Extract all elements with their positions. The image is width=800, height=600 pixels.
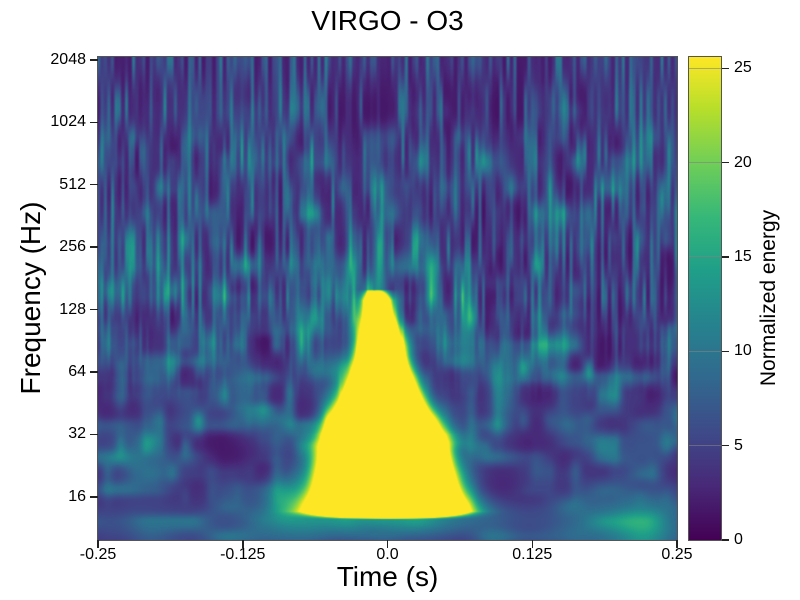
colorbar-tick-mark xyxy=(722,161,729,164)
y-tick-mark xyxy=(90,308,98,311)
spectrogram-canvas xyxy=(98,57,677,540)
x-axis-label: Time (s) xyxy=(336,561,439,592)
y-tick-label: 64 xyxy=(68,362,86,380)
y-tick-mark xyxy=(90,183,98,186)
x-tick-label: -0.25 xyxy=(79,546,117,563)
y-tick-mark xyxy=(90,121,98,124)
colorbar-tick-label: 25 xyxy=(734,59,752,77)
x-tick-mark xyxy=(676,540,678,548)
x-tick-label: 0.25 xyxy=(661,546,693,563)
colorbar-tick-mark xyxy=(722,67,729,70)
colorbar-tick-label: 5 xyxy=(734,436,743,454)
x-tick-label: 0.0 xyxy=(376,546,399,563)
y-tick-mark xyxy=(90,246,98,248)
colorbar-gridline xyxy=(689,162,721,164)
y-tick-label: 512 xyxy=(59,175,86,193)
x-tick-mark xyxy=(242,540,244,548)
y-tick-label: 1024 xyxy=(50,113,86,131)
y-tick-mark xyxy=(90,496,98,498)
x-tick-mark xyxy=(97,540,99,548)
x-tick-label: -0.125 xyxy=(220,546,266,563)
colorbar-gridline xyxy=(689,445,721,447)
colorbar-tick-label: 0 xyxy=(734,531,743,548)
y-tick-mark xyxy=(90,433,98,436)
colorbar-tick-mark xyxy=(722,256,729,258)
colorbar-tick-mark xyxy=(722,539,729,541)
x-tick-mark xyxy=(386,540,389,548)
y-tick-mark xyxy=(90,371,98,373)
colorbar-gridline xyxy=(689,67,721,69)
y-tick-label: 2048 xyxy=(50,50,86,68)
colorbar-tick-mark xyxy=(722,350,729,353)
y-tick-mark xyxy=(90,59,98,61)
colorbar xyxy=(688,56,722,541)
colorbar-tick-label: 15 xyxy=(734,247,752,265)
plot-area xyxy=(98,57,677,540)
colorbar-tick-mark xyxy=(722,444,729,447)
colorbar-tick-label: 20 xyxy=(734,153,752,171)
colorbar-tick-label: 10 xyxy=(734,342,752,360)
y-tick-label: 256 xyxy=(59,238,86,256)
colorbar-gridline xyxy=(689,256,721,258)
y-tick-label: 32 xyxy=(68,425,86,443)
x-tick-mark xyxy=(531,540,533,548)
x-tick-label: 0.125 xyxy=(512,546,553,563)
y-tick-label: 16 xyxy=(68,487,86,505)
colorbar-label: Normalized energy xyxy=(757,209,780,387)
colorbar-gridline xyxy=(689,350,721,352)
y-tick-label: 128 xyxy=(59,300,86,318)
plot-title: VIRGO - O3 xyxy=(311,5,464,36)
